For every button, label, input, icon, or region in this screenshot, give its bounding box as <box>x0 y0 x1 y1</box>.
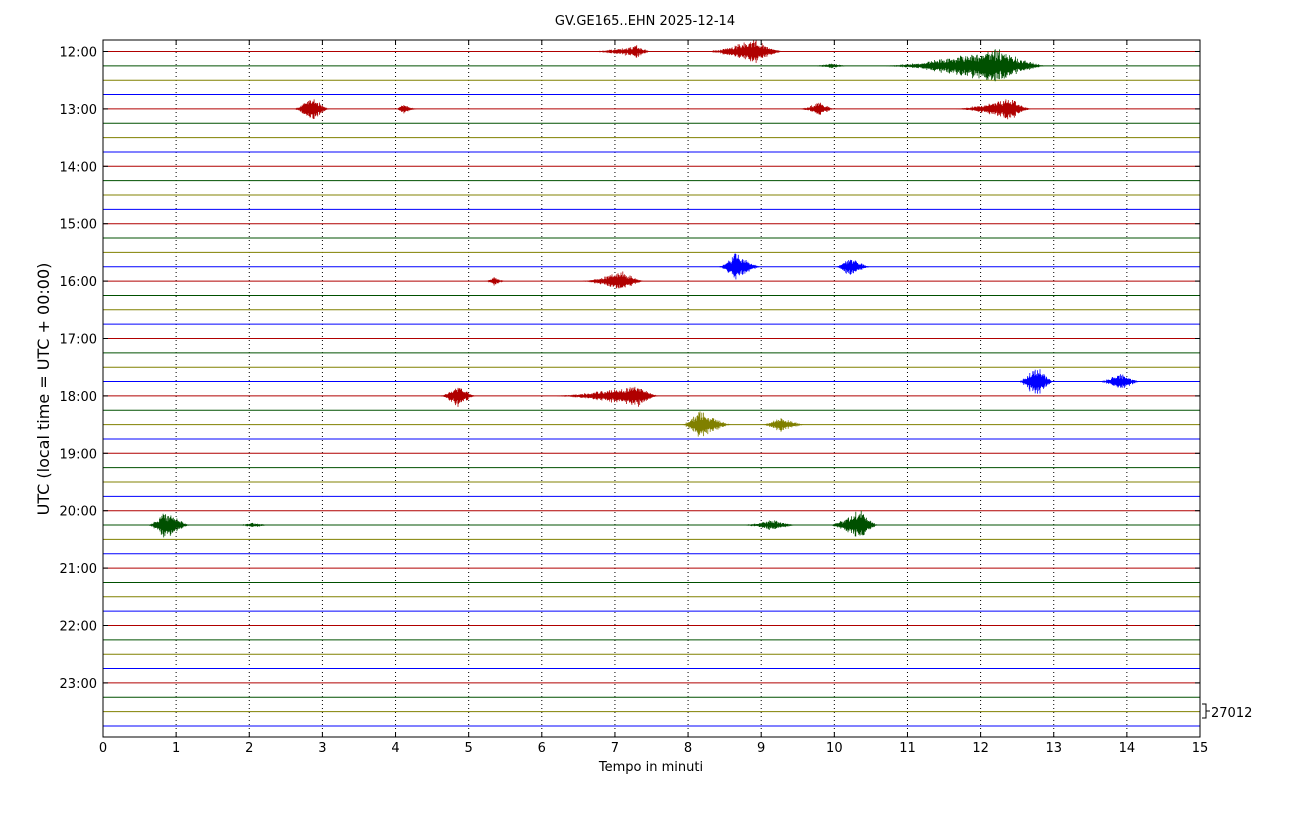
seismic-event <box>234 522 271 527</box>
seismic-event <box>834 259 871 275</box>
y-tick-label: 23:00 <box>60 677 97 692</box>
x-tick-label: 12 <box>972 741 989 756</box>
plot-frame <box>102 39 1201 738</box>
seismic-event <box>147 513 192 538</box>
y-tick-label: 20:00 <box>60 505 97 520</box>
seismic-event <box>681 411 731 437</box>
x-tick-label: 5 <box>465 741 473 756</box>
minute-grid <box>175 40 1128 737</box>
y-tick-label: 13:00 <box>60 103 97 118</box>
y-tick-label: 16:00 <box>60 275 97 290</box>
x-tick-label: 15 <box>1192 741 1209 756</box>
y-tick-label: 19:00 <box>60 447 97 462</box>
y-tick-label: 21:00 <box>60 562 97 577</box>
chart-title: GV.GE165..EHN 2025-12-14 <box>555 14 735 29</box>
x-tick-label: 7 <box>611 741 619 756</box>
y-tick-label: 14:00 <box>60 160 97 175</box>
x-tick-label: 10 <box>826 741 843 756</box>
scale-bracket <box>1202 703 1210 719</box>
seismic-event <box>395 105 417 114</box>
y-tick-label: 17:00 <box>60 333 97 348</box>
seismic-event <box>717 253 762 280</box>
x-tick-label: 4 <box>391 741 399 756</box>
y-tick-label: 22:00 <box>60 620 97 635</box>
seismic-event <box>1017 369 1054 394</box>
x-axis-label: Tempo in minuti <box>598 760 703 775</box>
seismic-event <box>1097 374 1142 388</box>
seismic-event <box>588 45 652 58</box>
seismic-event <box>812 63 849 69</box>
trace-group <box>103 40 1200 727</box>
seismic-event <box>799 102 835 115</box>
x-tick-label: 3 <box>318 741 326 756</box>
seismic-event <box>954 99 1032 120</box>
x-tick-label: 0 <box>99 741 107 756</box>
x-tick-label: 8 <box>684 741 692 756</box>
x-tick-label: 9 <box>757 741 765 756</box>
x-axis: 0 1 2 3 4 5 6 7 8 9 10 11 12 13 14 15 <box>99 40 1208 756</box>
seismic-event <box>293 99 330 119</box>
y-tick-label: 15:00 <box>60 218 97 233</box>
seismic-event <box>739 520 798 530</box>
seismic-event <box>580 271 644 289</box>
seismic-event <box>827 510 879 537</box>
x-tick-label: 11 <box>899 741 916 756</box>
y-axis-label: UTC (local time = UTC + 00:00) <box>34 263 53 516</box>
scale-bar: 27012 <box>1202 703 1252 721</box>
y-axis: 12:00 13:00 14:00 15:00 16:00 17:00 18:00 19:00… <box>60 46 1200 692</box>
scale-label: 27012 <box>1211 706 1252 721</box>
x-tick-label: 2 <box>245 741 253 756</box>
x-tick-label: 1 <box>172 741 180 756</box>
x-tick-label: 14 <box>1119 741 1136 756</box>
seismic-event <box>762 418 805 432</box>
seismic-event <box>553 386 659 407</box>
seismic-event <box>704 40 783 63</box>
x-tick-label: 6 <box>538 741 546 756</box>
seismic-event <box>484 277 505 286</box>
x-tick-label: 13 <box>1045 741 1062 756</box>
y-tick-label: 12:00 <box>60 46 97 61</box>
seismic-event <box>440 387 476 407</box>
y-tick-label: 18:00 <box>60 390 97 405</box>
seismic-event <box>878 49 1047 82</box>
